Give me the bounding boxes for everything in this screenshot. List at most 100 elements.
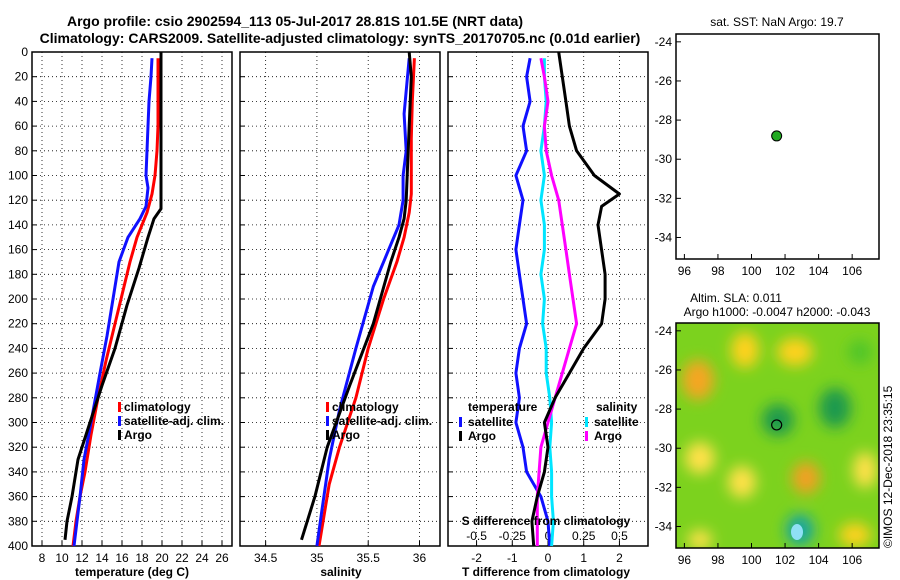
map-y-tick-label: -26 bbox=[655, 74, 673, 88]
y-tick-label: 140 bbox=[8, 218, 28, 232]
legend-label: Argo bbox=[594, 429, 622, 443]
map-y-tick-label: -26 bbox=[655, 363, 673, 377]
map-x-tick-label: 100 bbox=[741, 553, 761, 567]
x-tick-label: -1 bbox=[507, 551, 518, 565]
x-tick-label: 24 bbox=[195, 551, 209, 565]
x-tick-label: 35.5 bbox=[357, 551, 381, 565]
series-line-temperature-argo bbox=[530, 51, 621, 547]
x-tick-label: 14 bbox=[95, 551, 109, 565]
argo-position-marker bbox=[771, 130, 783, 142]
series-line-argo bbox=[300, 51, 413, 541]
x-tick-label: 16 bbox=[115, 551, 129, 565]
x-tick-label: 34.5 bbox=[254, 551, 278, 565]
top-tick-label: -0.5 bbox=[466, 529, 487, 543]
y-tick-label: 400 bbox=[8, 539, 28, 553]
map-y-tick-label: -32 bbox=[655, 191, 673, 205]
y-tick-label: 180 bbox=[8, 267, 28, 281]
x-tick-label: 10 bbox=[55, 551, 69, 565]
map-y-tick-label: -24 bbox=[655, 324, 673, 338]
legend-label: climatology bbox=[332, 400, 399, 414]
y-tick-label: 60 bbox=[15, 119, 29, 133]
x-tick-label: 2 bbox=[616, 551, 623, 565]
legend-label: satellite bbox=[468, 415, 513, 429]
legend-swatch bbox=[459, 417, 462, 427]
y-tick-label: 160 bbox=[8, 243, 28, 257]
map-y-tick-label: -32 bbox=[655, 480, 673, 494]
title-line-2: Climatology: CARS2009. Satellite-adjuste… bbox=[40, 30, 641, 46]
legend-title: salinity bbox=[596, 400, 638, 414]
x-tick-label: -2 bbox=[471, 551, 482, 565]
salinity-xlabel: salinity bbox=[320, 565, 362, 579]
map-y-tick-label: -30 bbox=[655, 441, 673, 455]
difference-xlabel: T difference from climatology bbox=[462, 565, 630, 579]
x-tick-label: 1 bbox=[580, 551, 587, 565]
argo-position-marker bbox=[771, 419, 783, 431]
x-tick-label: 20 bbox=[155, 551, 169, 565]
x-tick-label: 8 bbox=[39, 551, 46, 565]
legend-swatch bbox=[585, 431, 588, 441]
y-tick-label: 240 bbox=[8, 341, 28, 355]
y-tick-label: 340 bbox=[8, 465, 28, 479]
map-y-tick-label: -28 bbox=[655, 402, 673, 416]
legend-swatch bbox=[326, 402, 329, 412]
map-x-tick-label: 104 bbox=[809, 264, 829, 278]
y-tick-label: 360 bbox=[8, 490, 28, 504]
temperature-xlabel: temperature (deg C) bbox=[75, 565, 189, 579]
map-x-tick-label: 98 bbox=[711, 264, 725, 278]
series-line-temperature-satellite bbox=[514, 57, 552, 547]
y-tick-label: 320 bbox=[8, 440, 28, 454]
legend-swatch bbox=[118, 430, 121, 440]
map-y-tick-label: -34 bbox=[655, 519, 673, 533]
top-tick-label: 0.25 bbox=[572, 529, 596, 543]
series-line-argo bbox=[63, 52, 163, 540]
x-tick-label: 36 bbox=[413, 551, 427, 565]
legend-swatch bbox=[326, 430, 329, 440]
y-tick-label: 0 bbox=[21, 45, 28, 59]
s-difference-label: S difference from climatology bbox=[462, 514, 631, 528]
x-tick-label: 26 bbox=[215, 551, 229, 565]
y-tick-label: 220 bbox=[8, 317, 28, 331]
legend-label: Argo bbox=[124, 428, 152, 442]
y-tick-label: 380 bbox=[8, 514, 28, 528]
legend-swatch bbox=[326, 416, 329, 426]
legend-label: satellite-adj. clim. bbox=[332, 414, 432, 428]
x-tick-label: 12 bbox=[75, 551, 89, 565]
map-x-tick-label: 96 bbox=[678, 264, 692, 278]
map-y-tick-label: -24 bbox=[655, 35, 673, 49]
sla-title-line-1: Altim. SLA: 0.011 bbox=[690, 291, 782, 305]
y-tick-label: 40 bbox=[15, 94, 29, 108]
series-line-satellite-adj-clim- bbox=[315, 58, 411, 547]
legend-swatch bbox=[585, 417, 588, 427]
legend-swatch bbox=[118, 402, 121, 412]
map-y-tick-label: -30 bbox=[655, 152, 673, 166]
map-x-tick-label: 98 bbox=[711, 553, 725, 567]
series-line-salinity-satellite bbox=[539, 58, 555, 547]
series-line-climatology bbox=[317, 58, 416, 547]
x-tick-label: 22 bbox=[175, 551, 189, 565]
map-x-tick-label: 102 bbox=[775, 264, 795, 278]
x-tick-label: 35 bbox=[310, 551, 324, 565]
map-x-tick-label: 100 bbox=[741, 264, 761, 278]
top-tick-label: 0.5 bbox=[611, 529, 628, 543]
legend-title: temperature bbox=[468, 400, 538, 414]
map-y-tick-label: -34 bbox=[655, 230, 673, 244]
y-tick-label: 280 bbox=[8, 391, 28, 405]
series-line-satellite-adj-clim- bbox=[72, 58, 154, 547]
legend-label: climatology bbox=[124, 400, 191, 414]
map-x-tick-label: 102 bbox=[775, 553, 795, 567]
legend-label: Argo bbox=[468, 429, 496, 443]
sla-map-panel bbox=[675, 322, 880, 549]
footer-copyright: ©IMOS 12-Dec-2018 23:35:15 bbox=[881, 385, 895, 548]
map-x-tick-label: 104 bbox=[809, 553, 829, 567]
series-line-climatology bbox=[71, 58, 160, 547]
map-y-tick-label: -28 bbox=[655, 113, 673, 127]
legend-label: Argo bbox=[332, 428, 360, 442]
legend-label: satellite-adj. clim. bbox=[124, 414, 224, 428]
map-x-tick-label: 106 bbox=[842, 553, 862, 567]
y-tick-label: 260 bbox=[8, 366, 28, 380]
top-tick-label: -0.25 bbox=[499, 529, 527, 543]
sla-title-line-2: Argo h1000: -0.0047 h2000: -0.043 bbox=[684, 305, 871, 319]
map-x-tick-label: 96 bbox=[678, 553, 692, 567]
y-tick-label: 100 bbox=[8, 169, 28, 183]
